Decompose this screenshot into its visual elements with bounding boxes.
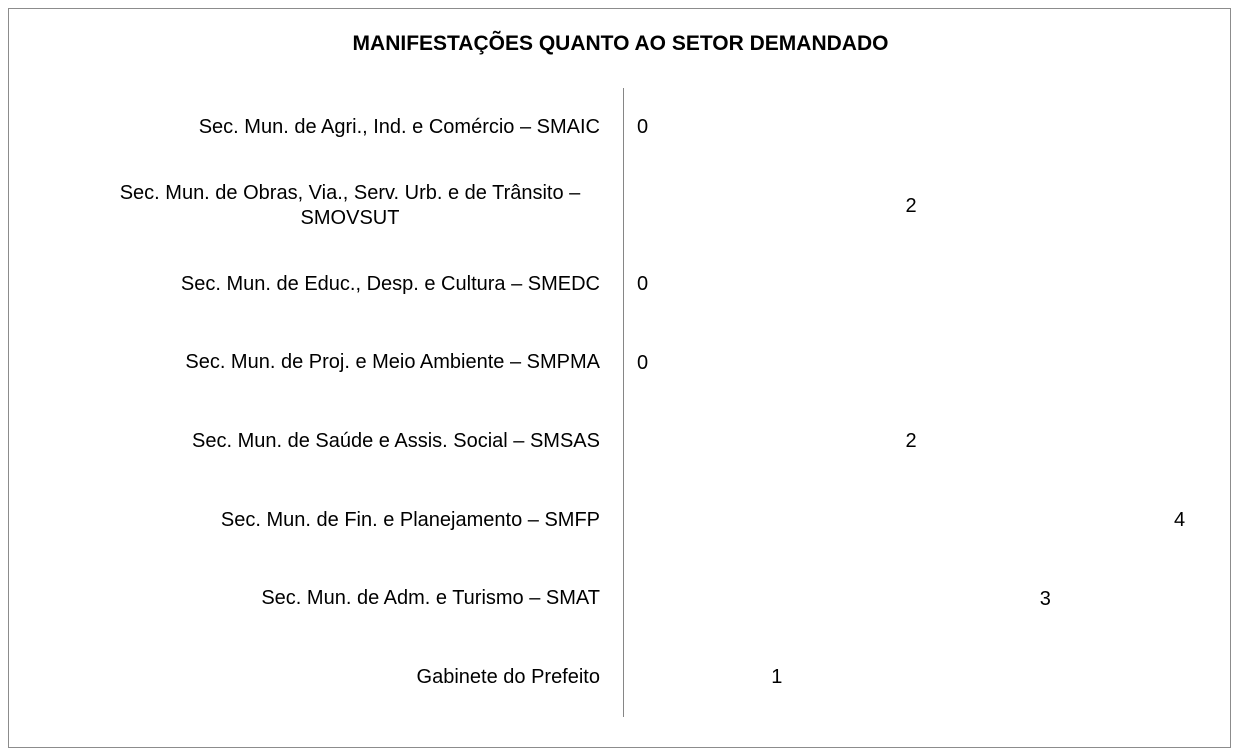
value-label: 3 (1039, 587, 1051, 610)
category-label-box: Sec. Mun. de Adm. e Turismo – SMAT (20, 564, 600, 634)
category-label: Sec. Mun. de Adm. e Turismo – SMAT (261, 587, 600, 610)
value-label: 0 (637, 116, 649, 138)
category-label-box: Sec. Mun. de Fin. e Planejamento – SMFP (20, 485, 600, 555)
category-label: Sec. Mun. de Saúde e Assis. Social – SMS… (192, 429, 600, 452)
category-label-box: Sec. Mun. de Agri., Ind. e Comércio – SM… (20, 92, 600, 162)
value-label: 0 (637, 273, 649, 296)
value-label: 2 (905, 430, 917, 453)
category-label: Sec. Mun. de Obras, Via., Serv. Urb. e d… (119, 181, 581, 229)
category-label-box: Sec. Mun. de Educ., Desp. e Cultura – SM… (20, 249, 600, 319)
value-label: 1 (771, 666, 783, 689)
category-label-box: Sec. Mun. de Proj. e Meio Ambiente – SMP… (20, 328, 600, 398)
value-label: 0 (637, 351, 649, 374)
chart-frame (8, 8, 1231, 748)
category-label: Sec. Mun. de Agri., Ind. e Comércio – SM… (198, 115, 600, 138)
category-axis (623, 88, 624, 717)
chart-title: MANIFESTAÇÕES QUANTO AO SETOR DEMANDADO (352, 32, 889, 55)
value-label: 4 (1174, 509, 1186, 531)
category-label: Sec. Mun. de Proj. e Meio Ambiente – SMP… (185, 351, 600, 374)
category-label: Sec. Mun. de Educ., Desp. e Cultura – SM… (180, 272, 600, 295)
category-label-box: Sec. Mun. de Saúde e Assis. Social – SMS… (20, 406, 600, 476)
value-label: 2 (905, 194, 917, 217)
category-label: Sec. Mun. de Fin. e Planejamento – SMFP (220, 508, 600, 531)
category-label-box: Sec. Mun. de Obras, Via., Serv. Urb. e d… (20, 171, 600, 241)
category-label: Gabinete do Prefeito (416, 665, 600, 688)
category-label-box: Gabinete do Prefeito (20, 642, 600, 712)
